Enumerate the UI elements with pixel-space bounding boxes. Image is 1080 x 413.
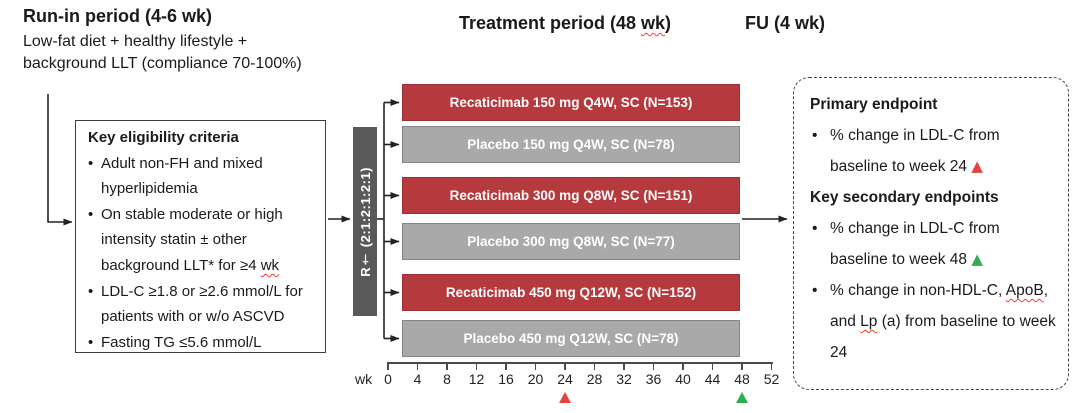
treatment-title-text: Treatment period (48 xyxy=(458,13,642,33)
axis-tick-label-4: 4 xyxy=(413,371,422,387)
run-in-subtitle-line1: Low-fat diet + healthy lifestyle + xyxy=(23,33,248,50)
axis-tick-24 xyxy=(564,362,566,370)
arm-bar-recaticimab-450-q12w: Recaticimab 450 mg Q12W, SC (N=152) xyxy=(402,274,740,311)
eligibility-title: Key eligibility criteria xyxy=(88,129,239,146)
axis-tick-label-44: 44 xyxy=(704,371,721,387)
axis-tick-label-12: 12 xyxy=(468,371,485,387)
axis-tick-label-36: 36 xyxy=(645,371,662,387)
eligibility-item-2-text: On stable moderate or high intensity sta… xyxy=(101,205,283,274)
randomization-bar: R† (2:1:2:1:2:1) xyxy=(353,127,377,316)
axis-tick-label-8: 8 xyxy=(443,371,451,387)
arm-bar-recaticimab-300-q8w: Recaticimab 300 mg Q8W, SC (N=151) xyxy=(402,177,740,214)
eligibility-item-3: LDL-C ≥1.8 or ≥2.6 mmol/L for patients w… xyxy=(88,279,317,330)
eligibility-list: Adult non-FH and mixed hyperlipidemia On… xyxy=(88,151,317,356)
arm-bar-placebo-150-q4w: Placebo 150 mg Q4W, SC (N=78) xyxy=(402,126,740,163)
axis-tick-48 xyxy=(741,362,743,370)
axis-tick-label-16: 16 xyxy=(498,371,514,387)
secondary-endpoints-title: Key secondary endpoints xyxy=(810,189,999,206)
axis-tick-28 xyxy=(593,362,596,370)
axis-tick-0 xyxy=(387,362,389,370)
secondary-endpoint-item-1: % change in LDL-C from baseline to week … xyxy=(810,213,1056,275)
axis-tick-label-24: 24 xyxy=(557,371,573,387)
run-in-period-title: Run-in period (4-6 wk) xyxy=(23,6,212,26)
axis-tick-label-48: 48 xyxy=(734,371,750,387)
secondary-endpoint-2-wavy2: Lp xyxy=(860,313,878,330)
primary-endpoint-title: Primary endpoint xyxy=(810,96,938,113)
eligibility-item-2-wavy: wk xyxy=(260,256,280,274)
week48-triangle-icon: ▲ xyxy=(971,250,983,268)
axis-tick-8 xyxy=(446,362,448,370)
arm-bar-recaticimab-150-q4w: Recaticimab 150 mg Q4W, SC (N=153) xyxy=(402,84,740,121)
runin-to-eligibility-arrow xyxy=(47,94,73,226)
axis-unit-label: wk xyxy=(355,371,373,387)
secondary-endpoint-2-text2: , and xyxy=(830,282,1048,330)
run-in-subtitle-line2: background LLT (compliance 70-100%) xyxy=(23,55,302,72)
eligibility-item-2: On stable moderate or high intensity sta… xyxy=(88,202,317,279)
secondary-endpoint-2-text3: (a) from baseline to week 24 xyxy=(830,313,1056,361)
axis-tick-label-52: 52 xyxy=(763,371,780,387)
axis-tick-label-40: 40 xyxy=(675,371,691,387)
axis-tick-16 xyxy=(505,362,507,370)
primary-endpoint-item: % change in LDL-C from baseline to week … xyxy=(810,120,1056,182)
axis-tick-label-20: 20 xyxy=(527,371,544,387)
follow-up-period-title: FU (4 wk) xyxy=(745,13,826,33)
axis-tick-20 xyxy=(534,362,537,370)
arm-bar-placebo-450-q12w: Placebo 450 mg Q12W, SC (N=78) xyxy=(402,320,740,357)
treatment-period-title: Treatment period (48 wk) xyxy=(400,13,730,34)
endpoints-box: Primary endpoint % change in LDL-C from … xyxy=(793,77,1069,390)
run-in-period-subtitle: Low-fat diet + healthy lifestyle + backg… xyxy=(23,31,302,75)
axis-tick-4 xyxy=(416,362,419,370)
secondary-endpoint-1-text: % change in LDL-C from baseline to week … xyxy=(830,220,1000,268)
axis-tick-36 xyxy=(652,362,655,370)
axis-tick-12 xyxy=(475,362,478,370)
secondary-endpoint-2-wavy1: ApoB xyxy=(1005,282,1044,299)
axis-marker-week-48-triangle-icon xyxy=(735,392,748,403)
randomization-ratio-label: R† (2:1:2:1:2:1) xyxy=(357,166,373,277)
axis-tick-label-28: 28 xyxy=(586,371,603,387)
secondary-endpoint-item-2: % change in non-HDL-C, ApoB, and Lp (a) … xyxy=(810,275,1056,368)
treatment-title-close: ) xyxy=(665,13,672,33)
treatment-title-wavy-word: wk xyxy=(641,13,666,33)
axis-tick-label-0: 0 xyxy=(384,371,392,387)
primary-endpoint-text: % change in LDL-C from baseline to week … xyxy=(830,127,1000,175)
arm-bar-placebo-300-q8w: Placebo 300 mg Q8W, SC (N=77) xyxy=(402,223,740,260)
axis-tick-44 xyxy=(711,362,714,370)
axis-line xyxy=(387,362,773,364)
secondary-endpoint-2-text1: % change in non-HDL-C, xyxy=(830,282,1006,299)
eligibility-item-1: Adult non-FH and mixed hyperlipidemia xyxy=(88,151,317,202)
axis-tick-label-32: 32 xyxy=(616,371,632,387)
axis-marker-week-24-triangle-icon xyxy=(558,392,571,403)
eligibility-criteria-box: Key eligibility criteria Adult non-FH an… xyxy=(75,120,326,356)
axis-tick-52 xyxy=(770,362,773,370)
axis-tick-40 xyxy=(682,362,684,370)
eligibility-item-1-text: Adult non-FH and mixed hyperlipidemia xyxy=(101,154,263,198)
week24-triangle-icon: ▲ xyxy=(971,157,983,175)
eligibility-item-3-text: LDL-C ≥1.8 or ≥2.6 mmol/L for patients w… xyxy=(101,282,303,326)
eligibility-item-4-text: Fasting TG ≤5.6 mmol/L xyxy=(101,333,262,351)
axis-tick-32 xyxy=(623,362,625,370)
eligibility-item-4: Fasting TG ≤5.6 mmol/L xyxy=(88,330,317,356)
